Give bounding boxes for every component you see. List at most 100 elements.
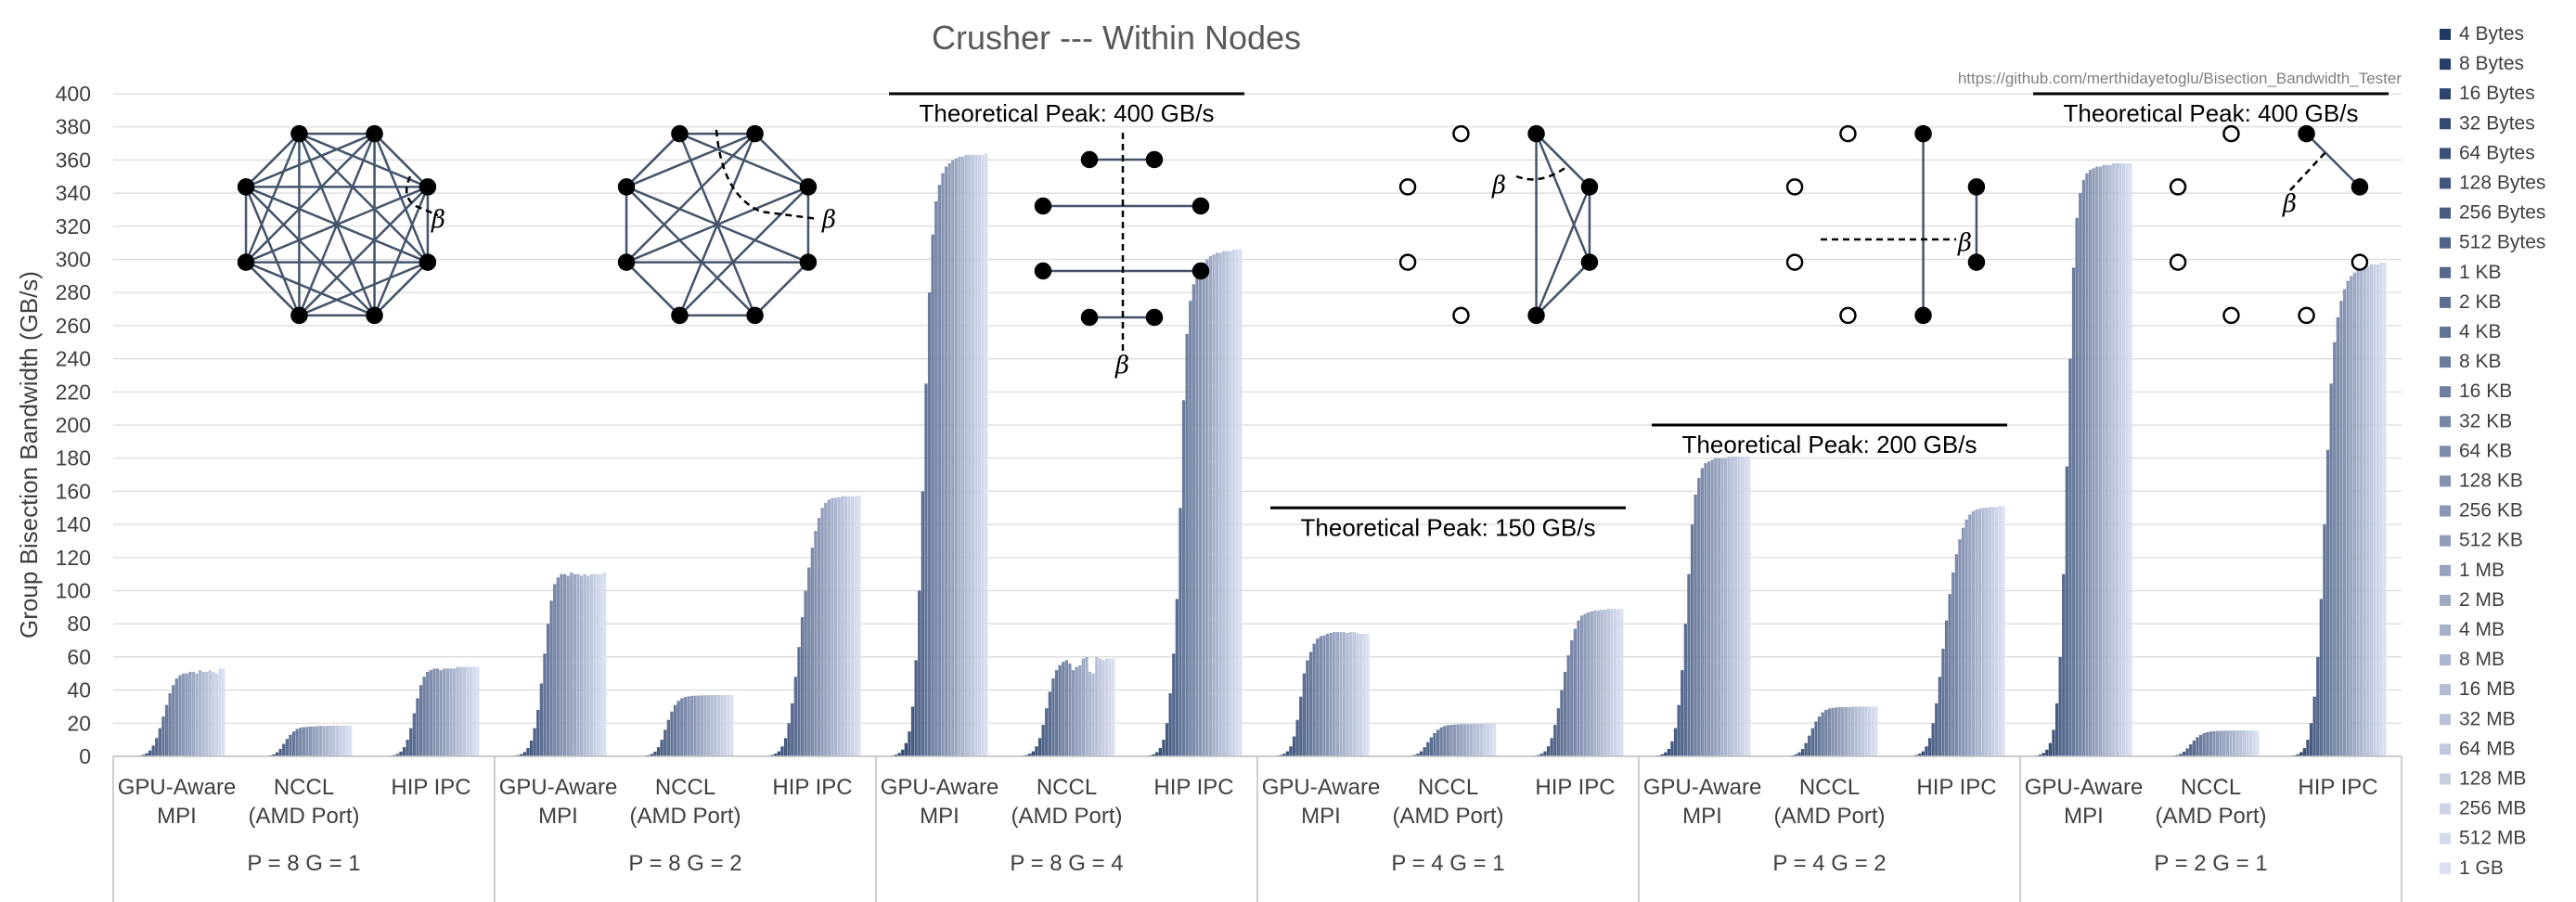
node-icon — [799, 253, 818, 271]
bar — [529, 741, 534, 756]
edge-line — [1535, 261, 1591, 316]
bar — [1961, 527, 1965, 756]
bar — [1610, 609, 1614, 756]
bar — [1081, 658, 1085, 756]
bar — [820, 508, 824, 756]
bar — [2212, 730, 2216, 756]
legend-label: 256 Bytes — [2459, 202, 2545, 224]
bar — [2235, 730, 2239, 756]
bar — [1299, 696, 1303, 756]
bar — [2062, 573, 2066, 756]
bar — [780, 746, 784, 756]
bar — [205, 671, 209, 756]
bar — [583, 573, 586, 756]
bar — [1112, 658, 1115, 756]
node-icon — [1914, 306, 1932, 325]
bar — [422, 676, 426, 756]
bar — [2339, 301, 2343, 756]
bar — [278, 748, 282, 756]
bar — [2363, 265, 2366, 756]
bar — [2121, 162, 2126, 757]
bar — [589, 573, 593, 756]
bar — [727, 694, 730, 756]
bar — [1075, 666, 1078, 756]
bar — [282, 743, 286, 756]
bar — [522, 752, 526, 756]
bar — [2336, 316, 2339, 756]
bar — [1737, 456, 1741, 756]
bar — [339, 725, 342, 756]
category-label: HIP IPC — [2298, 775, 2377, 800]
legend-label: 2 KB — [2459, 291, 2502, 313]
bar — [141, 754, 145, 756]
bar — [553, 584, 557, 756]
category-label-line2: (AMD Port) — [1011, 804, 1123, 829]
bar — [847, 496, 851, 756]
node-icon — [1398, 178, 1417, 196]
bar — [1436, 729, 1440, 756]
node-icon — [2222, 124, 2240, 143]
bar — [850, 496, 855, 756]
bar — [2119, 162, 2122, 757]
bar — [1462, 724, 1466, 756]
node-icon — [290, 124, 308, 143]
legend-swatch — [2440, 88, 2451, 100]
bar — [971, 155, 974, 757]
bar — [2379, 263, 2383, 756]
bar — [841, 496, 844, 756]
bar — [1168, 693, 1172, 756]
bar — [2366, 265, 2370, 756]
node-icon — [2222, 306, 2240, 325]
bar — [908, 731, 911, 756]
bar — [1864, 706, 1868, 756]
legend-swatch — [2440, 714, 2451, 726]
bar — [2215, 730, 2220, 756]
bar — [164, 704, 169, 756]
bar — [689, 695, 694, 756]
bar — [603, 572, 607, 756]
bar — [341, 725, 346, 756]
bar — [1064, 660, 1068, 756]
bar — [2112, 162, 2116, 757]
bar — [1677, 704, 1681, 756]
y-tick-label: 400 — [56, 82, 91, 106]
bar — [2105, 164, 2109, 756]
bar — [1837, 707, 1841, 756]
bar — [723, 694, 728, 756]
bar — [188, 671, 192, 756]
edge-line — [298, 186, 429, 316]
edge-line — [678, 186, 809, 316]
bar — [1925, 746, 1928, 756]
bar — [429, 670, 432, 756]
legend-label: 16 KB — [2459, 380, 2512, 402]
bar — [151, 745, 155, 756]
bar — [1848, 706, 1851, 756]
category-label: NCCL — [1418, 775, 1478, 800]
bar — [1218, 252, 1222, 756]
bar — [2342, 289, 2347, 756]
category-label: HIP IPC — [391, 775, 470, 800]
legend-swatch — [2440, 327, 2451, 338]
bar — [212, 671, 215, 756]
bar — [1720, 457, 1724, 756]
legend-swatch — [2440, 416, 2451, 428]
bar — [1660, 754, 1664, 756]
bar — [1035, 746, 1038, 756]
bar — [1921, 751, 1925, 756]
bar — [1212, 254, 1216, 756]
category-label-line2: MPI — [157, 804, 197, 829]
category-label: NCCL — [1799, 775, 1860, 800]
bar — [1071, 670, 1075, 756]
node-icon — [746, 124, 764, 143]
bar — [676, 701, 680, 756]
bar — [435, 668, 440, 756]
bar — [1858, 706, 1861, 756]
bar — [1460, 724, 1463, 756]
bar — [791, 702, 794, 756]
legend-swatch — [2440, 445, 2451, 457]
bar — [703, 695, 707, 756]
peak-label: Theoretical Peak: 150 GB/s — [1301, 513, 1596, 541]
bar — [787, 723, 791, 756]
node-icon — [2169, 178, 2187, 196]
bar — [2242, 730, 2246, 756]
